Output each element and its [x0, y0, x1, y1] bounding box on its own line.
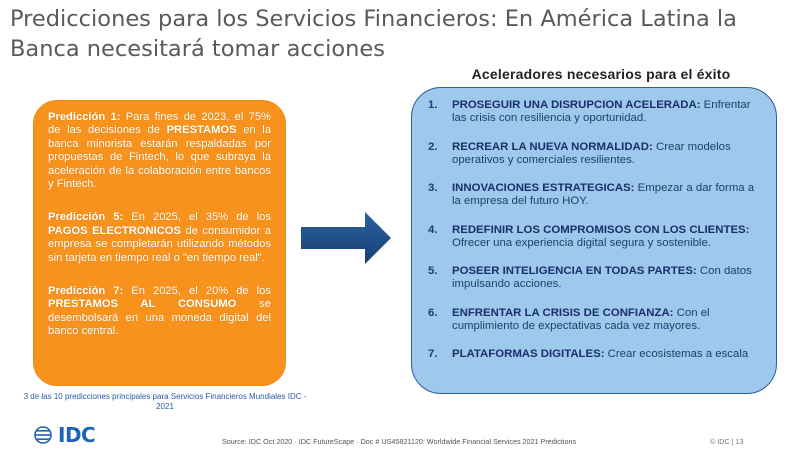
- item-head: PROSEGUIR UNA DISRUPCION ACELERADA:: [452, 99, 701, 111]
- item-head: REDEFINIR LOS COMPROMISOS CON LOS CLIENT…: [452, 223, 750, 236]
- item-number: 5.: [428, 265, 438, 277]
- item-number: 1.: [428, 99, 438, 111]
- item-number: 7.: [428, 348, 438, 360]
- item-text: Empezar a dar forma a la empresa del fut…: [452, 182, 755, 207]
- accelerators-box: 1. PROSEGUIR UNA DISRUPCION ACELERADA: E…: [411, 87, 777, 394]
- idc-logo-text: IDC: [58, 423, 96, 447]
- prediction-1-text-a: Para fines de 2023, el 75% de las decisi…: [48, 111, 272, 137]
- item-number: 3.: [428, 182, 438, 194]
- list-item: 6. ENFRENTAR LA CRISIS DE CONFIANZA: Con…: [428, 307, 762, 333]
- item-head: ENFRENTAR LA CRISIS DE CONFIANZA:: [452, 306, 674, 319]
- prediction-5-text-a: En 2025, el 35% de los: [123, 211, 271, 224]
- prediction-1-head: Predicción 1:: [48, 111, 121, 123]
- slide-title: Predicciones para los Servicios Financie…: [10, 4, 800, 64]
- accelerators-list: 1. PROSEGUIR UNA DISRUPCION ACELERADA: E…: [428, 99, 762, 361]
- idc-logo: IDC: [34, 423, 96, 447]
- title-line-2: Banca necesitará tomar acciones: [10, 36, 385, 62]
- item-head: PLATAFORMAS DIGITALES:: [452, 348, 605, 360]
- list-item: 7. PLATAFORMAS DIGITALES: Crear ecosiste…: [428, 348, 762, 361]
- item-number: 4.: [428, 223, 438, 236]
- source-note: Source: IDC Oct 2020 · IDC FutureScape ·…: [222, 437, 577, 446]
- predictions-caption: 3 de las 10 predicciones principales par…: [23, 392, 307, 411]
- prediction-1-text-b: en la banca minorista estarán respaldada…: [48, 124, 271, 191]
- list-item: 4. REDEFINIR LOS COMPROMISOS CON LOS CLI…: [428, 224, 762, 250]
- list-item: 3. INNOVACIONES ESTRATEGICAS: Empezar a …: [428, 182, 762, 208]
- prediction-5-text-b: de consumidor a empresa se completarán u…: [48, 224, 271, 264]
- prediction-7-text-b: se desembolsará en una moneda digital de…: [48, 298, 271, 338]
- item-text: Crear modelos operativos y comerciales r…: [452, 140, 731, 166]
- accelerators-title: Aceleradores necesarios para el éxito: [471, 66, 731, 82]
- item-text: Ofrecer una experiencia digital segura y…: [452, 236, 711, 249]
- item-head: POSEER INTELIGENCIA EN TODAS PARTES:: [452, 265, 697, 277]
- prediction-5: Predicción 5: En 2025, el 35% de los PAG…: [48, 211, 271, 265]
- prediction-7: Predicción 7: En 2025, el 20% de los PRE…: [48, 285, 271, 339]
- item-head: RECREAR LA NUEVA NORMALIDAD:: [452, 140, 653, 153]
- item-text: Con el cumplimiento de expectativas cada…: [452, 306, 710, 332]
- item-number: 2.: [428, 140, 438, 153]
- item-text: Crear ecosistemas a escala: [604, 348, 749, 360]
- item-text: Enfrentar las crisis con resiliencia y o…: [452, 99, 751, 124]
- title-line-1: Predicciones para los Servicios Financie…: [10, 6, 737, 32]
- prediction-7-text-a: En 2025, el 20% de los: [123, 285, 271, 298]
- item-number: 6.: [428, 306, 438, 319]
- list-item: 2. RECREAR LA NUEVA NORMALIDAD: Crear mo…: [428, 141, 762, 167]
- list-item: 1. PROSEGUIR UNA DISRUPCION ACELERADA: E…: [428, 99, 762, 125]
- prediction-1: Predicción 1: Para fines de 2023, el 75%…: [48, 111, 271, 191]
- page-number: © IDC | 13: [710, 437, 744, 446]
- prediction-5-bold: PAGOS ELECTRONICOS: [48, 224, 181, 237]
- prediction-1-bold: PRESTAMOS: [166, 124, 237, 137]
- prediction-7-bold: PRESTAMOS AL CONSUMO: [48, 298, 237, 311]
- item-text: Con datos impulsando acciones.: [452, 265, 752, 290]
- item-head: INNOVACIONES ESTRATEGICAS:: [452, 182, 635, 194]
- idc-logo-icon: [34, 426, 52, 444]
- right-arrow-icon: [301, 212, 391, 264]
- prediction-7-head: Predicción 7:: [48, 285, 124, 298]
- list-item: 5. POSEER INTELIGENCIA EN TODAS PARTES: …: [428, 265, 762, 291]
- predictions-box: Predicción 1: Para fines de 2023, el 75%…: [33, 100, 286, 386]
- prediction-5-head: Predicción 5:: [48, 211, 124, 224]
